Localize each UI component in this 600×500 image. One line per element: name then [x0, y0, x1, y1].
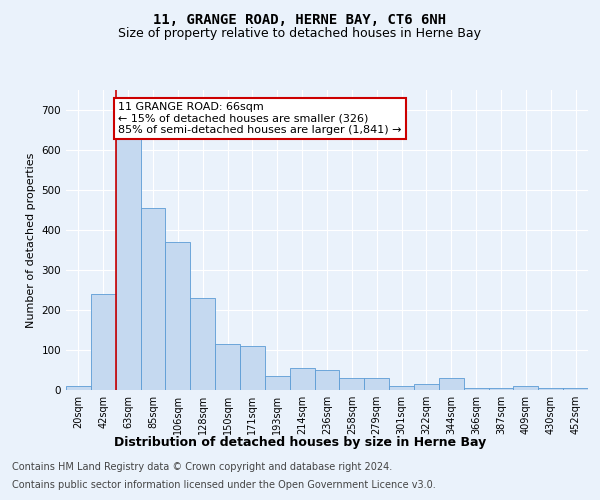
- Bar: [563, 388, 588, 390]
- Bar: [439, 378, 464, 390]
- Bar: [340, 378, 364, 390]
- Text: 11, GRANGE ROAD, HERNE BAY, CT6 6NH: 11, GRANGE ROAD, HERNE BAY, CT6 6NH: [154, 12, 446, 26]
- Bar: [66, 386, 91, 390]
- Bar: [464, 388, 488, 390]
- Bar: [240, 346, 265, 390]
- Bar: [314, 370, 340, 390]
- Bar: [389, 386, 414, 390]
- Bar: [538, 388, 563, 390]
- Bar: [488, 388, 514, 390]
- Bar: [116, 110, 140, 390]
- Bar: [265, 376, 290, 390]
- Bar: [364, 378, 389, 390]
- Bar: [91, 294, 116, 390]
- Bar: [514, 386, 538, 390]
- Y-axis label: Number of detached properties: Number of detached properties: [26, 152, 36, 328]
- Text: Size of property relative to detached houses in Herne Bay: Size of property relative to detached ho…: [119, 28, 482, 40]
- Text: Distribution of detached houses by size in Herne Bay: Distribution of detached houses by size …: [114, 436, 486, 449]
- Bar: [414, 384, 439, 390]
- Bar: [140, 208, 166, 390]
- Text: Contains HM Land Registry data © Crown copyright and database right 2024.: Contains HM Land Registry data © Crown c…: [12, 462, 392, 472]
- Bar: [190, 298, 215, 390]
- Text: 11 GRANGE ROAD: 66sqm
← 15% of detached houses are smaller (326)
85% of semi-det: 11 GRANGE ROAD: 66sqm ← 15% of detached …: [118, 102, 402, 135]
- Bar: [215, 344, 240, 390]
- Bar: [290, 368, 314, 390]
- Text: Contains public sector information licensed under the Open Government Licence v3: Contains public sector information licen…: [12, 480, 436, 490]
- Bar: [166, 242, 190, 390]
